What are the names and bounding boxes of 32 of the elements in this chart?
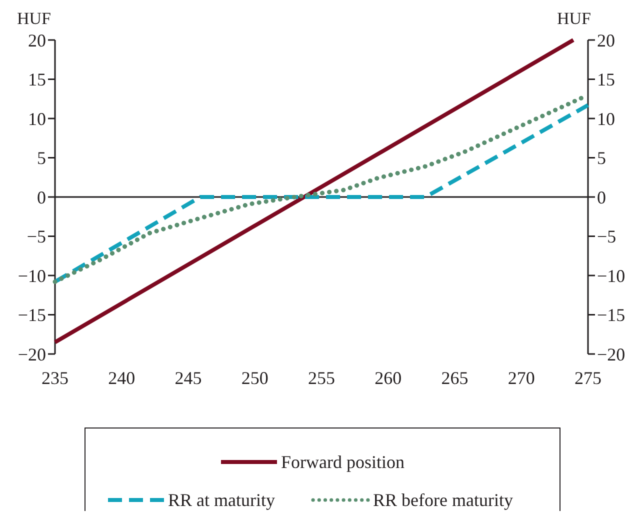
y-axis-title: HUF (17, 9, 52, 28)
x-tick-label: 275 (574, 368, 602, 388)
x-tick-label: 235 (42, 368, 68, 388)
y-tick-label: 10 (28, 108, 46, 129)
y-tick-label: 5 (37, 148, 46, 168)
y2-tick-label: −10 (597, 266, 626, 286)
y2-tick-label: −15 (597, 305, 626, 326)
y2-tick-label: 5 (597, 148, 606, 168)
y-tick-label: 0 (37, 187, 46, 208)
y-tick-label: −10 (18, 266, 46, 286)
y2-axis-title: HUF (556, 9, 591, 28)
x-tick-label: 250 (241, 368, 268, 388)
x-tick-label: 255 (308, 368, 335, 388)
x-tick-label: 265 (441, 368, 468, 388)
y-tick-label: −15 (18, 305, 46, 326)
y2-tick-label: −20 (597, 344, 626, 364)
legend-label: Forward position (281, 452, 404, 472)
y2-tick-label: 10 (597, 108, 615, 129)
y2-tick-label: 0 (597, 187, 606, 208)
x-tick-label: 240 (108, 368, 136, 388)
x-tick-label: 270 (508, 368, 535, 388)
y2-tick-label: 20 (597, 30, 615, 50)
legend-label: RR before maturity (373, 490, 513, 510)
y-tick-label: −5 (26, 226, 46, 247)
legend-label: RR at maturity (168, 490, 275, 510)
x-tick-label: 245 (174, 368, 202, 388)
y-tick-label: 15 (28, 70, 46, 90)
x-tick-label: 260 (374, 368, 402, 388)
y-tick-label: 20 (28, 30, 46, 50)
y2-tick-label: 15 (597, 70, 615, 90)
y-tick-label: −20 (18, 344, 46, 364)
y2-tick-label: −5 (597, 226, 616, 247)
